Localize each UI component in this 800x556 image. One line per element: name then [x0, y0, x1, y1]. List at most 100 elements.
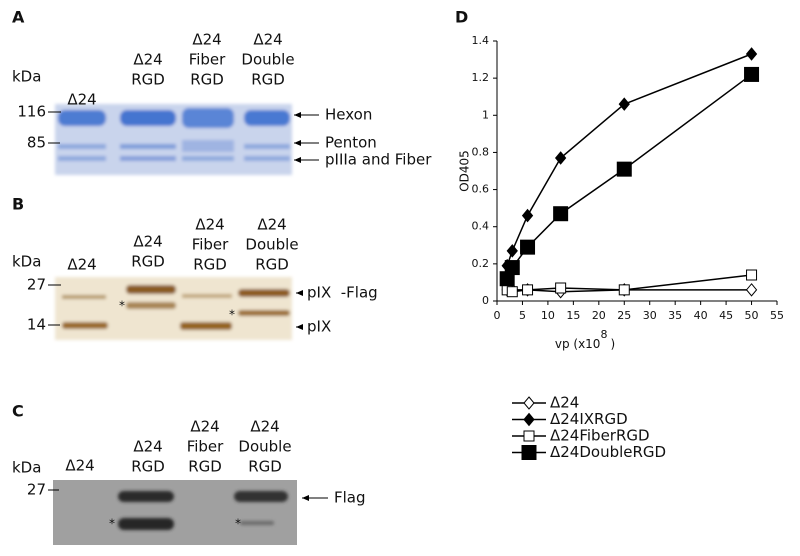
lane-label: Double — [241, 51, 294, 69]
lane-label: RGD — [255, 256, 289, 274]
panel-letter: D — [455, 8, 468, 27]
lane-label: RGD — [248, 458, 282, 476]
gel-a — [55, 104, 292, 175]
marker — [555, 282, 567, 294]
marker — [554, 151, 567, 165]
unit-label: kDa — [12, 68, 41, 86]
marker-label: 14 — [27, 316, 46, 334]
marker — [618, 284, 630, 296]
legend-marker — [523, 412, 535, 427]
legend-label: Δ24IXRGD — [550, 410, 628, 428]
band-label: pIX — [307, 318, 331, 336]
band-label: Penton — [325, 134, 377, 152]
panel-letter: A — [12, 8, 25, 27]
x-axis-title-part: 8 — [600, 328, 607, 341]
band-label: Flag — [334, 489, 366, 507]
y-tick-label: 0 — [482, 294, 489, 307]
series-line — [506, 53, 752, 266]
x-tick-label: 35 — [668, 309, 682, 322]
x-tick-label: 25 — [617, 309, 631, 322]
asterisk: * — [119, 299, 125, 313]
marker — [521, 208, 534, 223]
lane-label: Fiber — [189, 51, 226, 69]
x-tick-label: 20 — [592, 309, 606, 322]
band-label: pIX -Flag — [307, 284, 378, 302]
lane-label: RGD — [131, 458, 165, 476]
marker-label: 27 — [27, 481, 46, 499]
marker — [618, 97, 630, 111]
y-axis-title: OD405 — [458, 150, 472, 192]
y-tick-label: 0.8 — [472, 145, 490, 158]
x-axis-title: vp (x108) — [555, 328, 615, 351]
x-tick-label: 10 — [541, 309, 555, 322]
arrow-head — [302, 495, 309, 501]
x-tick-label: 0 — [494, 309, 501, 322]
marker-label: 85 — [27, 134, 46, 152]
lane-label: RGD — [131, 253, 165, 271]
y-tick-label: 1.2 — [472, 71, 490, 84]
lane-label: Δ24 — [192, 31, 221, 49]
panel-letter: B — [12, 195, 24, 214]
lane-label: RGD — [188, 458, 222, 476]
lane-label: Δ24 — [133, 51, 162, 69]
lane-label: Δ24 — [250, 418, 279, 436]
unit-label: kDa — [12, 459, 41, 477]
panel-letter: C — [12, 402, 24, 421]
marker — [506, 286, 518, 298]
x-tick-label: 40 — [694, 309, 708, 322]
y-tick-label: 0.4 — [472, 220, 490, 233]
marker — [504, 260, 520, 276]
arrow-head — [294, 157, 301, 163]
x-tick-label: 50 — [745, 309, 759, 322]
band-label: pIIIa and Fiber — [325, 151, 432, 169]
marker — [506, 244, 518, 258]
x-tick-label: 30 — [643, 309, 657, 322]
lane-label: RGD — [193, 256, 227, 274]
lane-label: Double — [245, 236, 298, 254]
lane-label: Δ24 — [253, 31, 282, 49]
marker — [745, 47, 758, 61]
y-tick-label: 1 — [482, 108, 489, 121]
marker-label: 116 — [17, 103, 46, 121]
band-label: Hexon — [325, 106, 372, 124]
legend-label: Δ24FiberRGD — [550, 427, 650, 445]
marker-label: 27 — [27, 276, 46, 294]
lane-label: Fiber — [187, 438, 224, 456]
lane-label: Double — [238, 438, 291, 456]
x-axis-title-part: ) — [610, 337, 615, 351]
marker — [616, 161, 632, 177]
y-tick-label: 0.6 — [472, 183, 490, 196]
gel-c — [53, 480, 297, 545]
lane-label: Δ24 — [133, 233, 162, 251]
legend-marker — [521, 445, 537, 460]
marker — [744, 66, 760, 82]
lane-label: RGD — [131, 71, 165, 89]
arrow-head — [296, 290, 303, 296]
lane-label: RGD — [251, 71, 285, 89]
marker — [745, 283, 758, 297]
lane-label: Δ24 — [67, 256, 96, 274]
marker — [746, 269, 758, 281]
arrow-head — [294, 140, 301, 146]
lane-label: Δ24 — [67, 91, 96, 109]
arrow-head — [294, 112, 301, 118]
asterisk: * — [229, 308, 235, 322]
lane-label: Δ24 — [133, 438, 162, 456]
legend-marker — [523, 430, 535, 442]
arrow-head — [296, 324, 303, 330]
asterisk: * — [235, 517, 241, 531]
legend-marker — [523, 396, 535, 410]
marker — [553, 206, 569, 222]
x-tick-label: 45 — [719, 309, 733, 322]
lane-label: Δ24 — [65, 457, 94, 475]
lane-label: Δ24 — [257, 216, 286, 234]
lane-label: Fiber — [192, 236, 229, 254]
y-tick-label: 0.2 — [472, 257, 490, 270]
legend-label: Δ24DoubleRGD — [550, 443, 666, 461]
gel-b — [55, 277, 292, 340]
marker — [522, 284, 534, 296]
asterisk: * — [109, 517, 115, 531]
x-tick-label: 55 — [770, 309, 784, 322]
y-tick-label: 1.4 — [472, 34, 490, 47]
